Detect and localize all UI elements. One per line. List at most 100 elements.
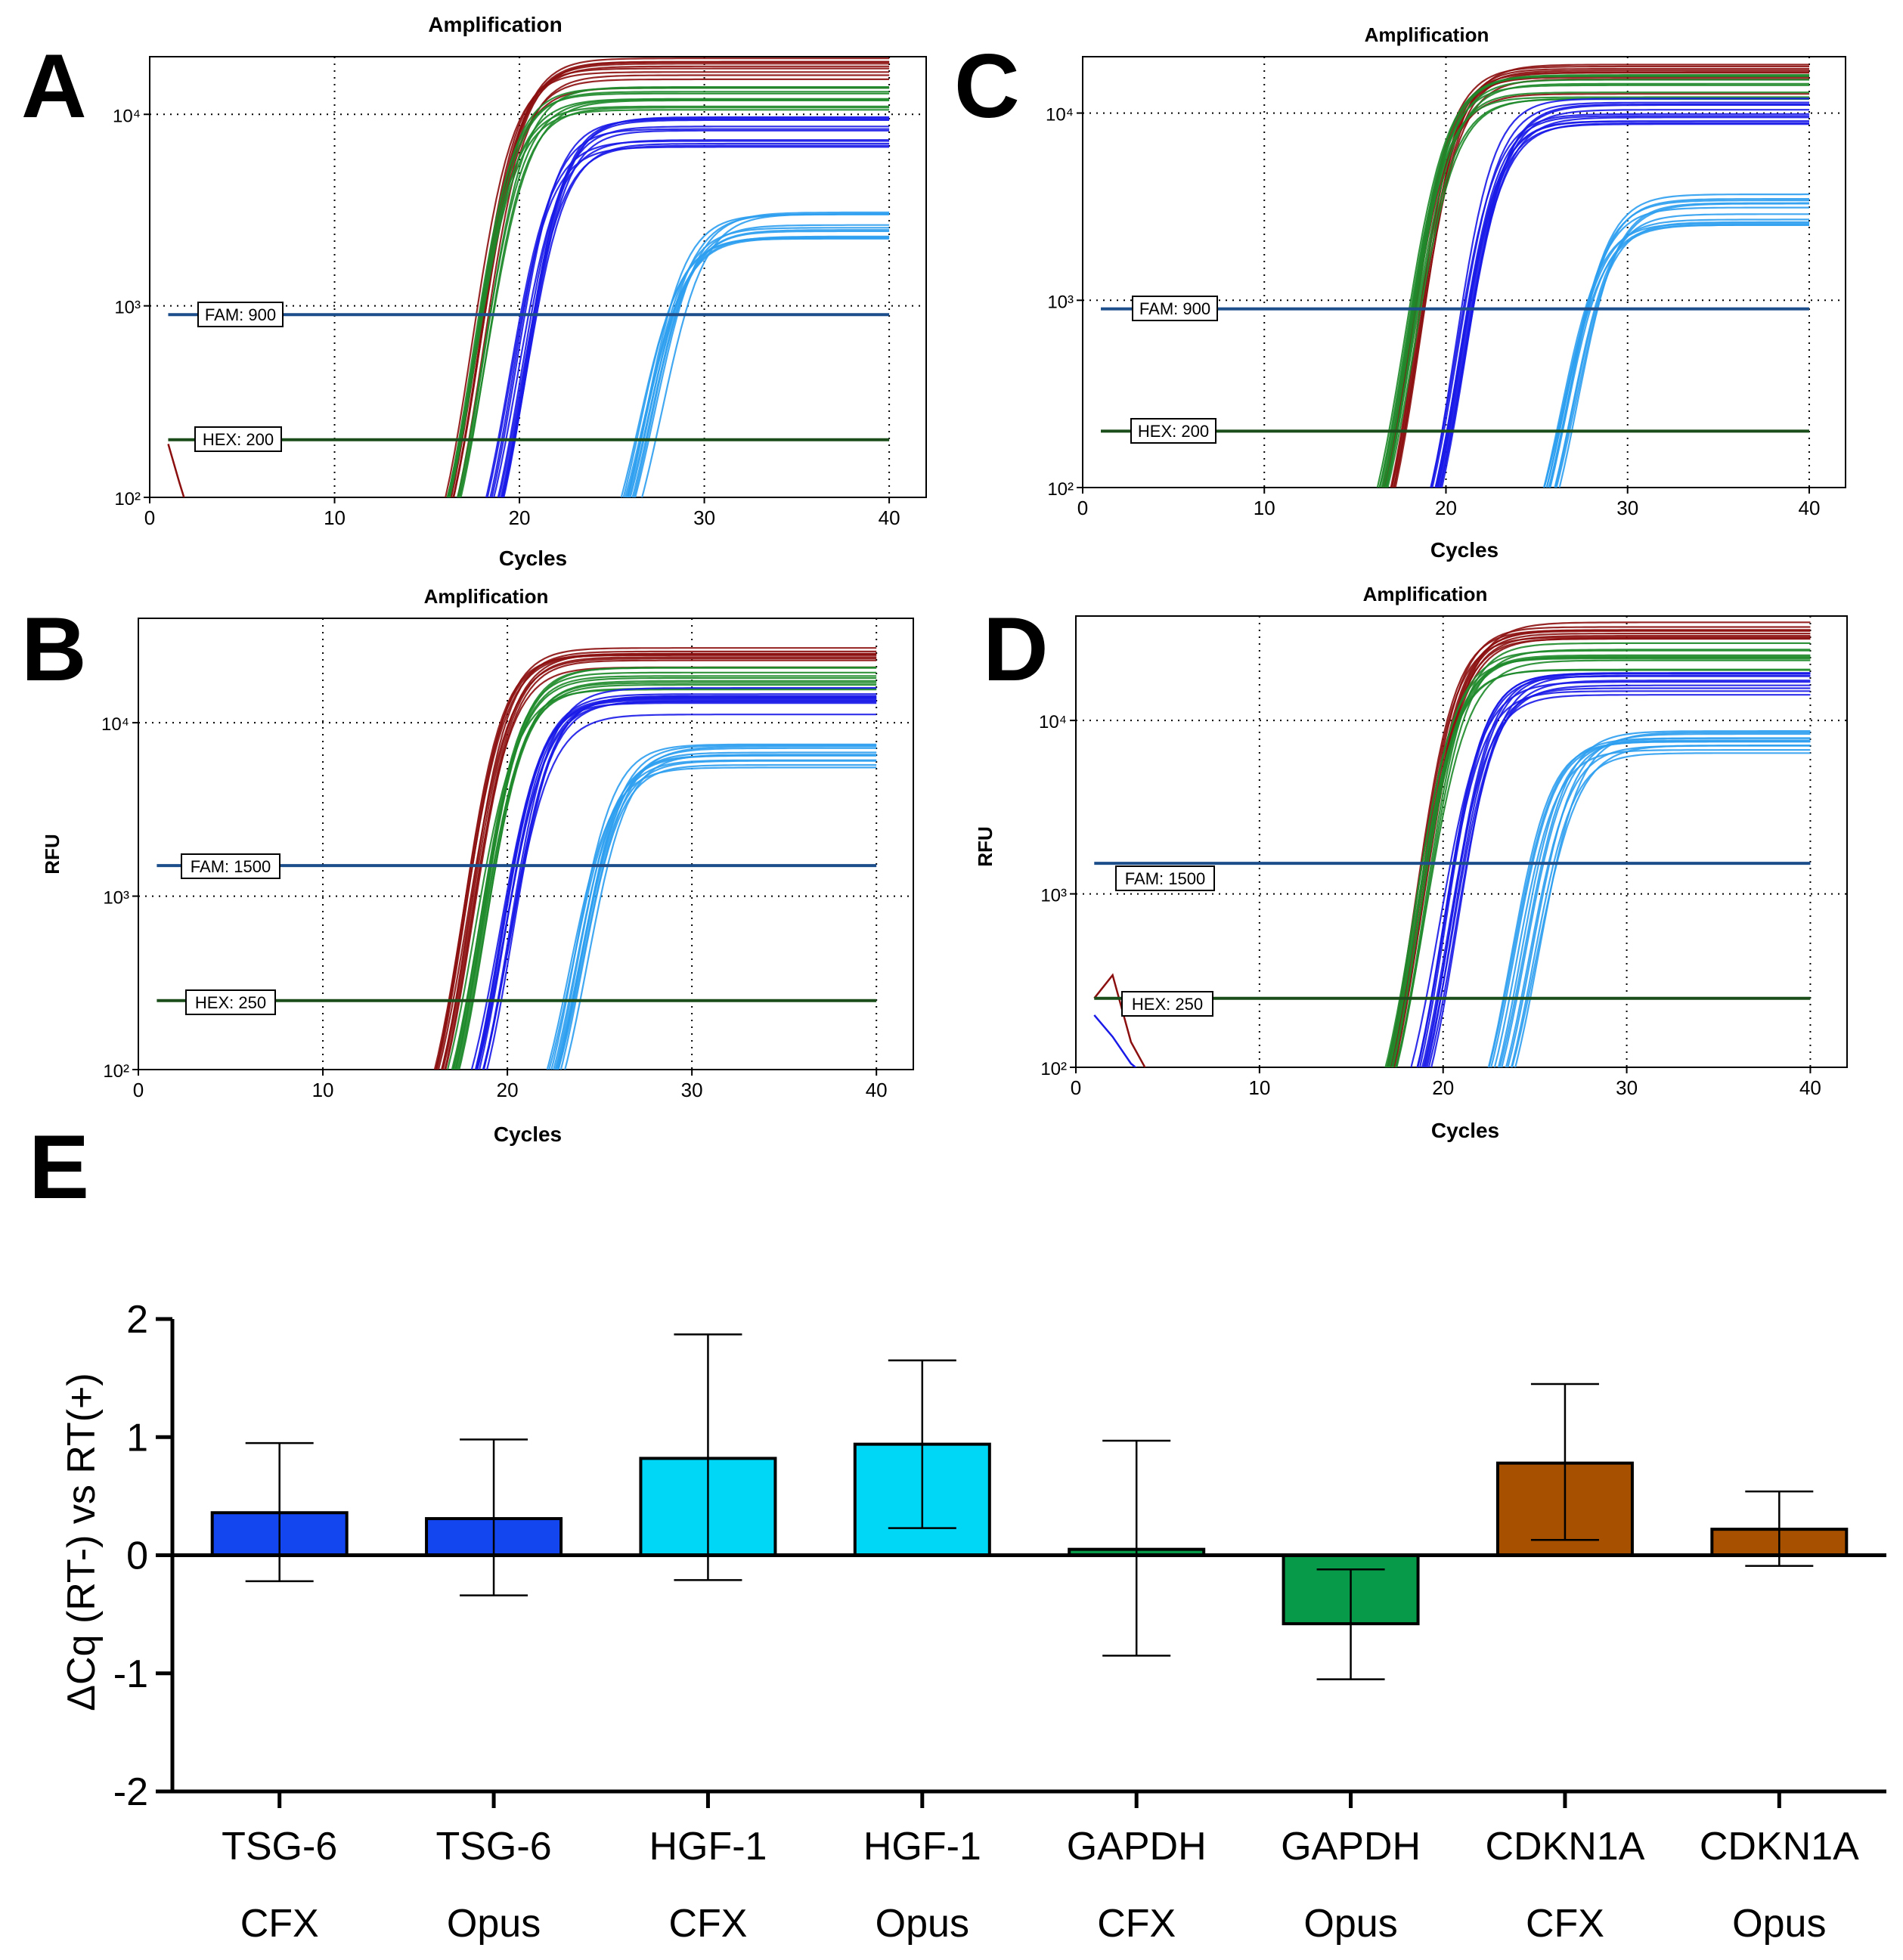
bar-ytick-label: 1 xyxy=(126,1416,148,1460)
panel-b-plot-area xyxy=(433,647,877,1070)
panel-a-xlabel: Cycles xyxy=(499,547,567,570)
bar-category-sublabel: Opus xyxy=(876,1902,969,1946)
panel-a-curve-hgf-1 xyxy=(641,213,890,497)
panel-a-curve-hgf-1 xyxy=(625,237,890,497)
panel-d-ytick-label: 10³ xyxy=(1040,886,1067,906)
bar-category-label: TSG-6 xyxy=(435,1825,551,1869)
panel-b-curve-hgf-1 xyxy=(564,754,877,1070)
panel-b-curve-gapdh xyxy=(454,675,877,1070)
panel-c-fam-label-text: FAM: 900 xyxy=(1139,299,1210,318)
panel-d-curve-gapdh xyxy=(1395,642,1811,1067)
panel-a-ytick-label: 10³ xyxy=(114,298,141,318)
panel-d-curve-hgf-1 xyxy=(1497,739,1811,1067)
panel-c-curve-cdkn1a xyxy=(1390,68,1809,488)
panel-c-hex-label: HEX: 200 xyxy=(1130,418,1216,444)
panel-a-curve-hgf-1 xyxy=(620,236,890,497)
panel-d-curve-hgf-1 xyxy=(1505,745,1811,1067)
panel-b-curve-gapdh xyxy=(452,671,877,1070)
panel-b-xtick-label: 40 xyxy=(866,1079,888,1101)
panel-a-curve-cdkn1a xyxy=(452,60,890,497)
panel-b-curve-hgf-1 xyxy=(556,760,877,1070)
panel-c-xlabel: Cycles xyxy=(1430,538,1499,562)
panel-a-curve-hgf-1 xyxy=(629,213,890,497)
panel-d-curve-tsg-6 xyxy=(1430,674,1811,1067)
bar-category-sublabel: CFX xyxy=(1526,1902,1604,1946)
panel-c-curve-tsg-6 xyxy=(1437,122,1809,488)
bar-category-sublabel: Opus xyxy=(1732,1902,1826,1946)
bar-ytick-label: 0 xyxy=(126,1534,148,1578)
panel-d-curve-hgf-1 xyxy=(1514,731,1811,1067)
panel-c-curve-gapdh xyxy=(1382,96,1809,488)
panel-a-curve-tsg-6 xyxy=(503,129,890,497)
panel-c-fam-label: FAM: 900 xyxy=(1132,296,1218,321)
panel-d-xtick-label: 30 xyxy=(1616,1076,1638,1099)
panel-b-curve-gapdh xyxy=(454,667,877,1070)
panel-c-curve-hgf-1 xyxy=(1558,202,1809,488)
panel-b-ytick-label: 10⁴ xyxy=(101,714,129,735)
bar-category-label: GAPDH xyxy=(1067,1825,1207,1869)
panel-b-frame xyxy=(138,618,914,1070)
panel-b-curve-hgf-1 xyxy=(559,763,877,1070)
panel-c-plot-area xyxy=(1376,63,1809,488)
panel-d-curve-hgf-1 xyxy=(1507,732,1811,1067)
panel-c-curve-gapdh xyxy=(1376,74,1809,488)
panel-c-curve-tsg-6 xyxy=(1436,104,1809,488)
panel-d-plot-area xyxy=(1093,621,1811,1067)
panel-c-curve-gapdh xyxy=(1378,84,1809,488)
panel-a-plot-area xyxy=(167,57,890,497)
panel-c-curve-gapdh xyxy=(1378,79,1809,488)
panel-d-ytick-label: 10⁴ xyxy=(1039,712,1067,732)
panel-a-curve-hgf-1 xyxy=(628,229,890,497)
panel-a-xtick-label: 40 xyxy=(879,506,900,529)
panel-a-curve-tsg-6 xyxy=(497,125,890,497)
panel-c-curve-hgf-1 xyxy=(1548,193,1809,488)
panel-b-xtick-label: 20 xyxy=(497,1079,519,1101)
panel-d-frame xyxy=(1075,615,1848,1068)
bar-category-label: HGF-1 xyxy=(649,1825,767,1869)
panel-b-fam-label: FAM: 1500 xyxy=(181,853,280,879)
panel-a-curve-tsg-6 xyxy=(501,116,890,497)
panel-d-curve-tsg-6 xyxy=(1427,680,1811,1067)
panel-c-curve-tsg-6 xyxy=(1430,113,1809,488)
panel-b-curve-hgf-1 xyxy=(546,766,877,1070)
panel-b-xtick-label: 30 xyxy=(681,1079,703,1101)
panel-a-ytick-label: 10² xyxy=(114,489,141,509)
panel-c-curve-hgf-1 xyxy=(1554,221,1809,488)
panel-a-curve-gapdh xyxy=(448,87,890,497)
bar-ylabel: ΔCq (RT-) vs RT(+) xyxy=(60,1373,104,1711)
panel-c-curve-hgf-1 xyxy=(1543,224,1809,488)
panel-d-curve-hgf-1 xyxy=(1493,749,1811,1067)
panel-b-curve-hgf-1 xyxy=(556,751,877,1070)
panel-b-curve-tsg-6 xyxy=(470,693,877,1070)
panel-b-xlabel: Cycles xyxy=(494,1122,562,1146)
panel-a-curve-hgf-1 xyxy=(631,224,890,497)
panel-letter-c: C xyxy=(954,36,1020,137)
panel-b-curve-hgf-1 xyxy=(557,744,877,1070)
panel-a-title: Amplification xyxy=(428,13,562,36)
panel-d-curve-tsg-6 xyxy=(1421,694,1811,1067)
panel-a-curve-gapdh xyxy=(460,107,890,497)
bar-category-label: CDKN1A xyxy=(1700,1825,1859,1869)
panel-b-curve-hgf-1 xyxy=(555,747,877,1070)
panel-c-xtick-label: 40 xyxy=(1798,497,1820,519)
panel-d-fam-label: FAM: 1500 xyxy=(1115,865,1215,891)
panel-b-ytick-label: 10² xyxy=(103,1061,129,1082)
panel-d-curve-tsg-6 xyxy=(1426,687,1811,1067)
panel-c-curve-hgf-1 xyxy=(1545,200,1809,488)
panel-d-curve-hgf-1 xyxy=(1488,737,1811,1067)
panel-a-fam-label: FAM: 900 xyxy=(197,302,284,327)
panel-c-hex-label-text: HEX: 200 xyxy=(1138,422,1209,441)
panel-d-curve-hgf-1 xyxy=(1510,752,1811,1067)
panel-b-title: Amplification xyxy=(424,585,549,608)
panel-b-curve-cdkn1a xyxy=(437,658,877,1070)
panel-d-curve-cdkn1a xyxy=(1390,630,1811,1067)
panel-b-curve-tsg-6 xyxy=(476,697,877,1070)
panel-c-curve-hgf-1 xyxy=(1545,206,1809,488)
bar-ytick-label: -1 xyxy=(113,1652,148,1696)
panel-d-curve-tsg-6 xyxy=(1410,681,1811,1067)
panel-d-curve-gapdh xyxy=(1396,649,1811,1067)
bar-ytick-label: -2 xyxy=(113,1770,148,1814)
panel-a-xtick-label: 30 xyxy=(693,506,715,529)
panel-a-curve-gapdh xyxy=(448,91,890,497)
